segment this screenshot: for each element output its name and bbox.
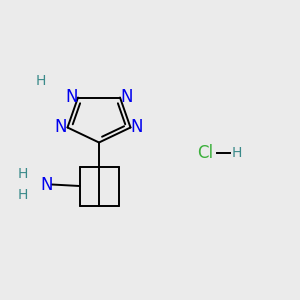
- Text: N: N: [40, 176, 53, 194]
- Text: N: N: [55, 118, 67, 136]
- Text: N: N: [65, 88, 78, 106]
- Text: H: H: [35, 74, 46, 88]
- Text: N: N: [131, 118, 143, 136]
- Text: H: H: [232, 146, 242, 160]
- Text: H: H: [17, 188, 28, 202]
- Text: H: H: [17, 167, 28, 181]
- Text: N: N: [120, 88, 133, 106]
- Text: Cl: Cl: [197, 144, 214, 162]
